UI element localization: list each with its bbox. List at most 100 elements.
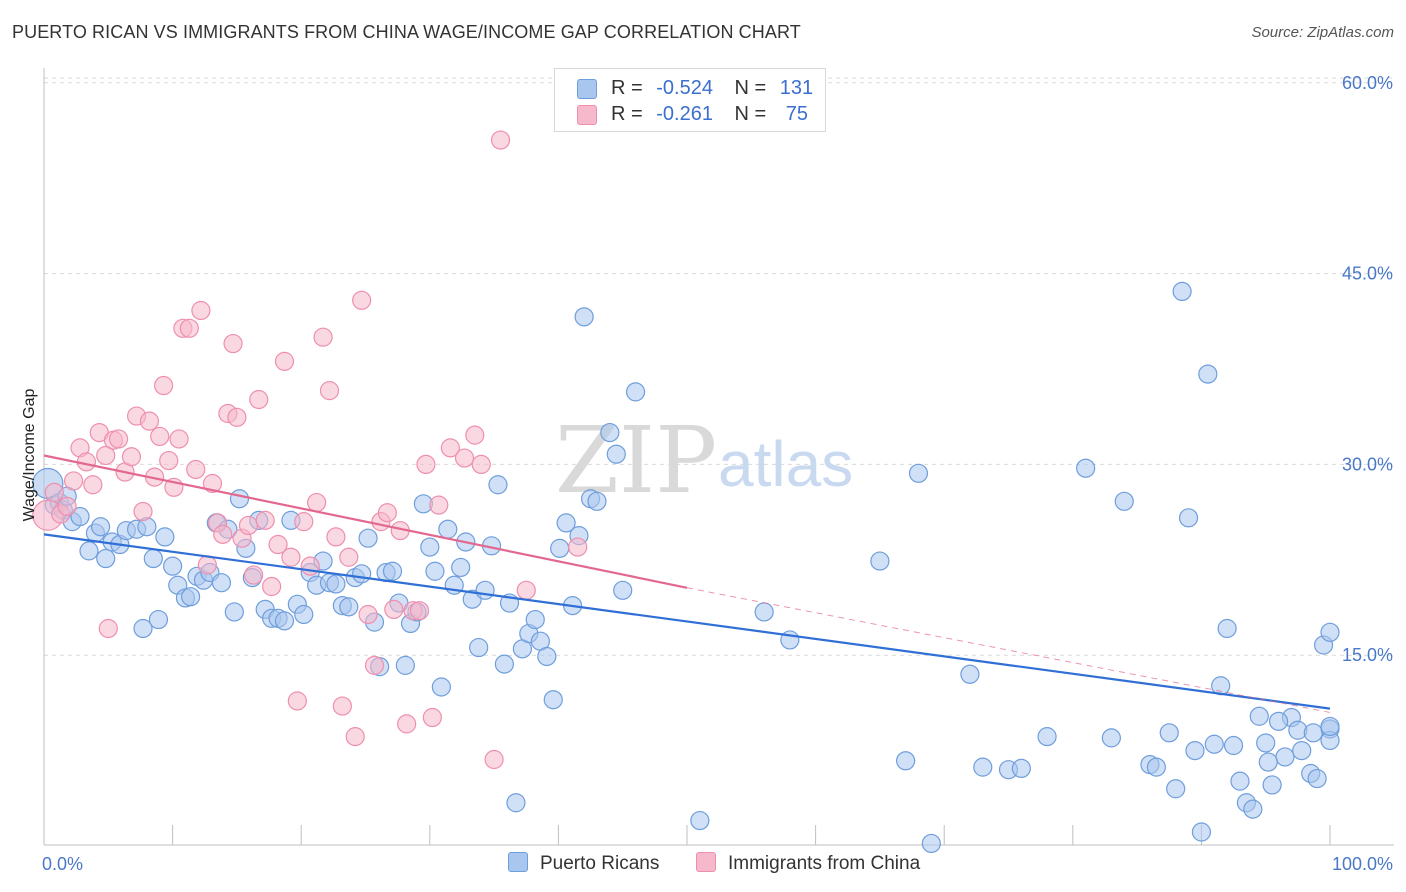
data-point: [274, 611, 295, 631]
data-point: [1198, 364, 1218, 384]
data-point: [139, 411, 160, 431]
data-point: [908, 463, 929, 483]
bottom-legend-swatch-pink: [696, 852, 716, 872]
data-point: [249, 389, 269, 410]
data-point: [465, 425, 485, 445]
data-point: [229, 489, 250, 509]
data-point: [1217, 618, 1237, 639]
data-point: [556, 513, 576, 533]
data-point: [1262, 775, 1282, 795]
bottom-legend-puerto-ricans: Puerto Ricans: [508, 852, 659, 875]
data-point: [255, 510, 275, 530]
tick-labels: 15.0% 30.0% 45.0% 60.0% 0.0% 100.0%: [42, 73, 1393, 874]
data-point: [377, 503, 397, 523]
data-point: [550, 538, 570, 558]
data-point: [516, 580, 536, 600]
y-tick-label: 45.0%: [1342, 264, 1393, 284]
series: [32, 130, 1340, 854]
bottom-legend-label: Immigrants from China: [728, 853, 921, 874]
data-point: [490, 130, 511, 150]
data-point: [224, 602, 244, 622]
data-point: [364, 655, 385, 675]
data-point: [690, 810, 710, 831]
axes: [43, 68, 1394, 846]
legend: R = -0.524 N = 131 R = -0.261 N = 75: [554, 68, 826, 132]
data-point: [96, 548, 116, 569]
data-point: [159, 450, 179, 471]
data-point: [148, 609, 169, 630]
bottom-legend-label: Puerto Ricans: [540, 853, 660, 874]
data-point: [1243, 799, 1263, 819]
data-point: [921, 833, 941, 854]
data-point: [1204, 734, 1224, 754]
data-point: [352, 290, 372, 310]
data-point: [1146, 757, 1166, 777]
data-point: [70, 506, 90, 527]
data-point: [525, 609, 545, 630]
data-point: [600, 423, 620, 443]
data-point: [57, 496, 77, 516]
data-point: [1223, 735, 1244, 756]
data-point: [326, 527, 346, 547]
data-point: [281, 547, 301, 567]
data-point: [313, 327, 333, 347]
x-tick-label: 0.0%: [42, 854, 83, 874]
data-point: [574, 307, 594, 327]
data-point: [395, 655, 415, 675]
data-point: [79, 541, 99, 561]
data-point: [870, 551, 890, 571]
grid-lines: [44, 77, 1394, 656]
data-point: [1037, 727, 1057, 747]
data-point: [339, 597, 359, 617]
data-point: [1256, 733, 1276, 753]
data-point: [543, 690, 563, 710]
data-point: [179, 318, 199, 338]
watermark: ZIP atlas: [555, 407, 853, 514]
data-point: [202, 473, 223, 494]
data-point: [83, 475, 103, 495]
data-point: [238, 515, 259, 536]
data-point: [1307, 768, 1327, 789]
data-point: [191, 300, 211, 321]
data-point: [754, 602, 774, 622]
data-point: [339, 547, 359, 567]
data-point: [163, 556, 183, 576]
data-point: [1268, 711, 1289, 731]
data-point: [429, 495, 449, 515]
series-immigrants-from-china: [32, 130, 588, 770]
bottom-legend-swatch-blue: [508, 852, 528, 872]
data-point: [358, 604, 378, 625]
data-point: [1258, 752, 1278, 772]
data-point: [1166, 779, 1186, 799]
data-point: [44, 482, 64, 502]
data-point: [568, 537, 588, 557]
data-point: [186, 459, 206, 480]
data-point: [1191, 822, 1212, 842]
data-point: [143, 548, 163, 569]
data-point: [227, 407, 247, 427]
legend-r-label: R =: [611, 103, 643, 125]
series-puerto-ricans: [32, 281, 1340, 854]
data-point: [1303, 723, 1323, 743]
data-point: [1320, 716, 1340, 737]
data-point: [409, 601, 430, 621]
data-point: [133, 501, 153, 522]
data-point: [506, 793, 526, 813]
data-point: [1159, 723, 1179, 743]
data-point: [1011, 758, 1031, 779]
data-point: [262, 576, 282, 597]
data-point: [150, 426, 170, 447]
data-point: [326, 574, 346, 594]
y-axis-title: Wage/Income Gap: [21, 389, 38, 522]
data-point: [300, 556, 320, 576]
data-point: [244, 565, 264, 585]
data-point: [1275, 747, 1295, 767]
data-point: [416, 454, 436, 474]
data-point: [420, 537, 440, 557]
legend-swatch-blue: [577, 79, 597, 99]
legend-n-value: 131: [779, 77, 814, 99]
data-point: [1178, 508, 1199, 528]
data-point: [319, 381, 340, 401]
legend-r-label: R =: [611, 77, 643, 99]
data-point: [197, 555, 217, 575]
